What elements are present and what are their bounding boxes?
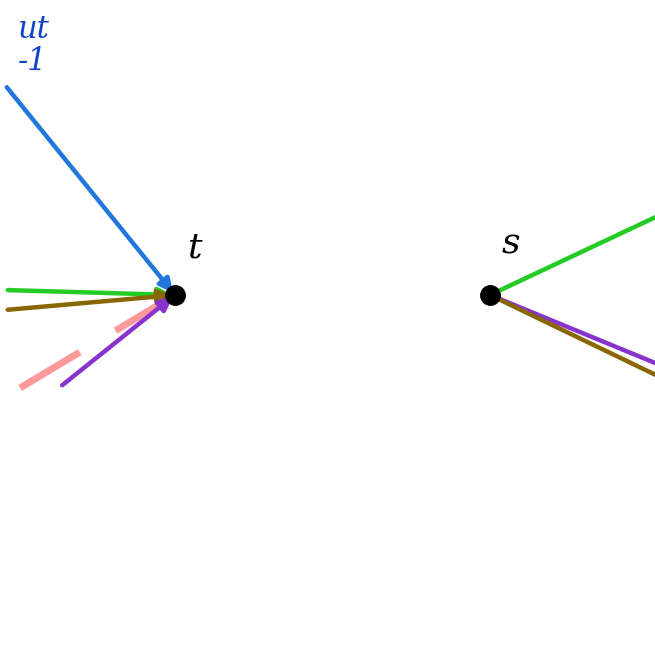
Text: s: s bbox=[502, 226, 521, 260]
Text: -1: -1 bbox=[18, 46, 48, 77]
Text: t: t bbox=[187, 231, 202, 265]
Text: ut: ut bbox=[18, 14, 50, 45]
